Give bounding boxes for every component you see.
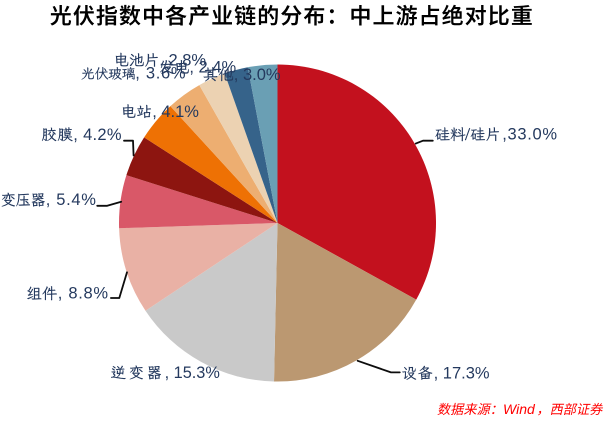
svg-text:, 4.1%: , 4.1% bbox=[152, 103, 199, 121]
svg-text:, 3.0%: , 3.0% bbox=[234, 66, 281, 84]
svg-text:, 4.2%: , 4.2% bbox=[73, 126, 122, 144]
svg-text:, 15.3%: , 15.3% bbox=[165, 364, 220, 382]
svg-text:Wind: Wind bbox=[503, 401, 536, 417]
svg-text:,33.0%: ,33.0% bbox=[502, 126, 558, 144]
svg-text:, 5.4%: , 5.4% bbox=[46, 191, 97, 209]
svg-text:, 8.8%: , 8.8% bbox=[58, 285, 109, 303]
svg-text:, 2.8%: , 2.8% bbox=[159, 51, 206, 69]
svg-text:, 17.3%: , 17.3% bbox=[434, 364, 490, 382]
svg-text:, 3.6%: , 3.6% bbox=[135, 64, 186, 82]
